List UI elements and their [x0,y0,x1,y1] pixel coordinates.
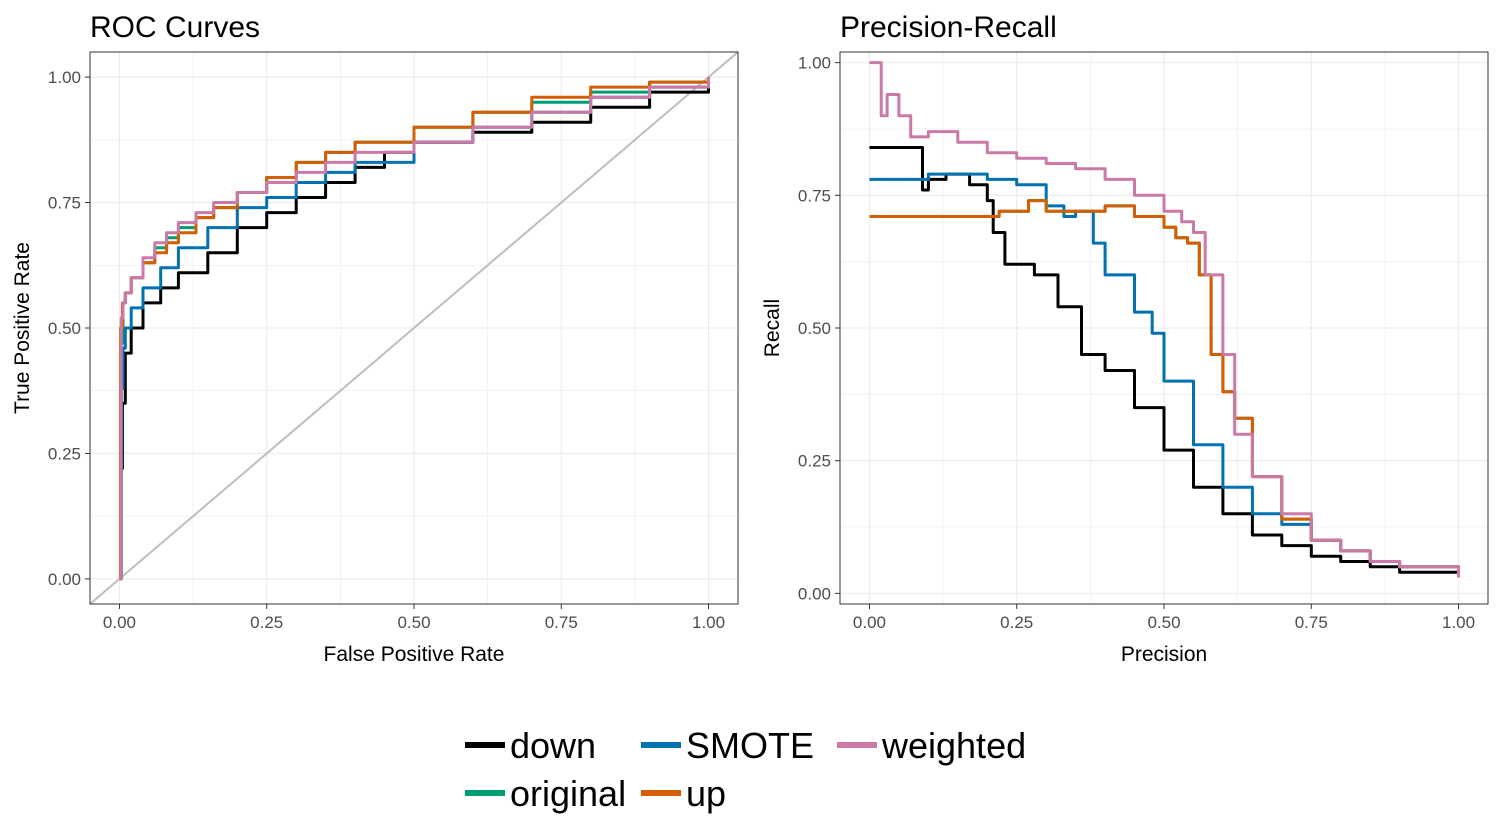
pr-y-axis-label: Recall [761,299,784,357]
roc-line-down [119,77,710,581]
pr-y-tick-label: 0.50 [798,319,831,338]
pr-x-tick-label: 0.25 [1000,613,1033,632]
roc-y-tick-label: 0.50 [48,319,81,338]
roc-series-lines [119,77,710,581]
pr-title: Precision-Recall [840,11,1057,44]
legend-label-up: up [686,773,726,814]
legend-label-smote: SMOTE [686,725,814,766]
roc-y-tick-label: 0.00 [48,570,81,589]
roc-y-tick-label: 1.00 [48,68,81,87]
legend-label-weighted: weighted [881,725,1026,766]
pr-x-axis-label: Precision [1121,643,1207,666]
pr-line-weighted [869,61,1460,578]
roc-reference-diagonal [89,51,739,605]
roc-x-tick-label: 0.00 [103,613,136,632]
roc-x-tick-label: 1.00 [692,613,725,632]
pr-x-tick-label: 0.00 [853,613,886,632]
pr-series-lines [869,61,1460,578]
roc-panel: ROC Curves 0.00 0.25 0.50 0.75 1.00 0.00 0.25… [11,11,739,666]
roc-y-axis-label: True Positive Rate [11,242,34,414]
roc-y-tick-label: 0.25 [48,444,81,463]
roc-y-ticks: 0.00 0.25 0.50 0.75 1.00 [48,68,90,589]
legend-label-down: down [510,725,596,766]
pr-y-tick-label: 1.00 [798,54,831,73]
roc-gridlines [90,52,738,604]
pr-panel: Precision-Recall 0.00 0.25 0.50 0.75 1.00 0.… [761,11,1489,666]
roc-x-tick-label: 0.50 [397,613,430,632]
pr-gridlines [840,52,1488,604]
pr-y-ticks: 0.00 0.25 0.50 0.75 1.00 [798,54,840,603]
pr-x-tick-label: 1.00 [1442,613,1475,632]
pr-x-tick-label: 0.50 [1147,613,1180,632]
roc-reference-line [89,51,739,605]
roc-x-tick-label: 0.25 [250,613,283,632]
pr-x-ticks: 0.00 0.25 0.50 0.75 1.00 [853,604,1475,632]
roc-line-weighted [119,77,710,581]
pr-y-tick-label: 0.00 [798,584,831,603]
pr-x-tick-label: 0.75 [1295,613,1328,632]
roc-x-tick-label: 0.75 [545,613,578,632]
roc-x-ticks: 0.00 0.25 0.50 0.75 1.00 [103,604,725,632]
legend-label-original: original [510,773,626,814]
roc-x-axis-label: False Positive Rate [324,643,505,666]
pr-y-tick-label: 0.75 [798,186,831,205]
legend: down SMOTE weighted original up [465,725,1026,814]
roc-y-tick-label: 0.75 [48,194,81,213]
roc-title: ROC Curves [90,11,260,44]
pr-y-tick-label: 0.25 [798,452,831,471]
